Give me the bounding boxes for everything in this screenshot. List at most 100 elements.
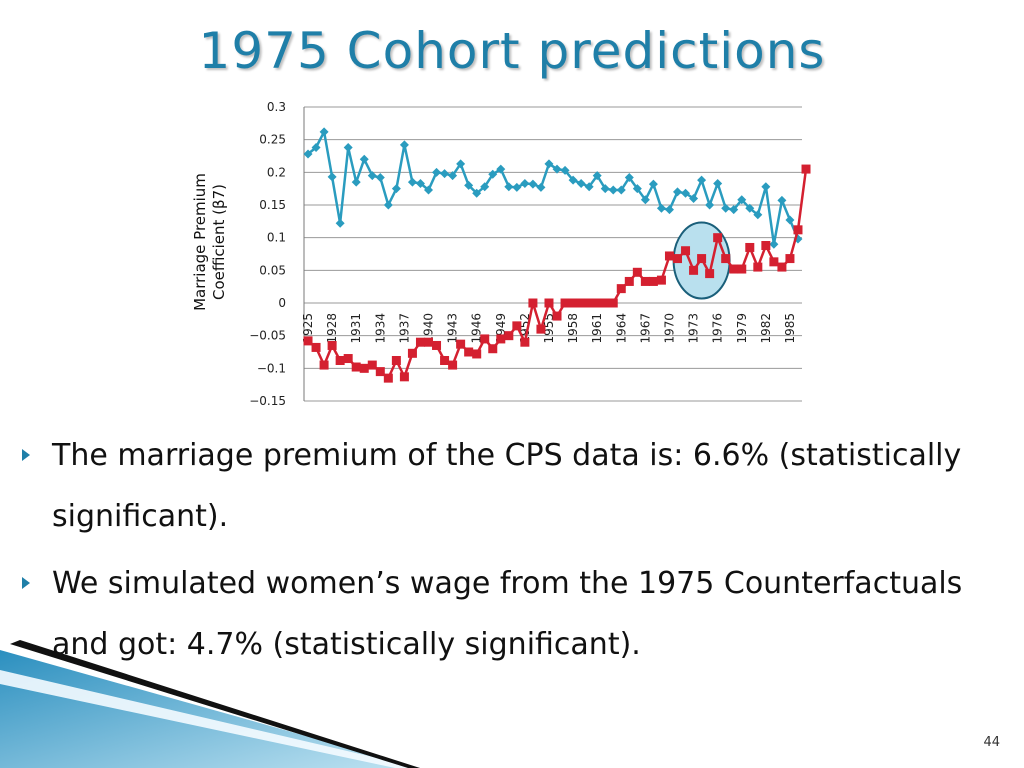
- data-point-cps: [560, 165, 570, 175]
- data-point-cps: [415, 178, 425, 188]
- data-point-cps: [544, 159, 554, 169]
- data-point-simulation: [536, 324, 546, 334]
- data-point-simulation: [560, 298, 570, 308]
- data-point-simulation: [544, 298, 554, 308]
- data-point-simulation: [399, 372, 409, 382]
- x-tick-label: 1970: [662, 313, 676, 344]
- data-point-simulation: [335, 355, 345, 365]
- data-point-cps: [335, 218, 345, 228]
- data-point-simulation: [753, 262, 763, 272]
- y-tick-label: −0.05: [249, 329, 286, 343]
- data-point-cps: [456, 159, 466, 169]
- data-point-simulation: [520, 337, 530, 347]
- y-tick-label: 0.25: [259, 133, 286, 147]
- data-point-simulation: [480, 334, 490, 344]
- data-point-cps: [753, 210, 763, 220]
- data-point-cps: [375, 173, 385, 183]
- data-point-simulation: [464, 347, 474, 357]
- data-point-cps: [424, 185, 433, 195]
- data-point-cps: [496, 164, 506, 174]
- data-point-cps: [689, 193, 699, 203]
- data-point-simulation: [769, 257, 779, 267]
- data-point-simulation: [640, 276, 650, 286]
- data-point-simulation: [648, 276, 658, 286]
- page-number: 44: [983, 735, 1000, 750]
- data-point-simulation: [664, 251, 674, 261]
- data-point-simulation: [624, 276, 634, 286]
- data-point-simulation: [424, 337, 433, 347]
- data-point-cps: [673, 187, 682, 197]
- y-tick-label: 0.05: [259, 263, 286, 277]
- y-tick-label: 0.2: [267, 165, 286, 179]
- data-point-cps: [705, 200, 715, 210]
- x-tick-label: 1979: [735, 313, 749, 344]
- y-tick-label: −0.1: [257, 361, 286, 375]
- data-point-cps: [319, 127, 329, 137]
- data-point-cps: [721, 203, 731, 213]
- data-point-simulation: [496, 334, 506, 344]
- data-point-cps: [632, 184, 642, 194]
- x-tick-label: 1982: [759, 313, 773, 344]
- data-point-simulation: [327, 340, 337, 350]
- data-point-cps: [648, 179, 658, 189]
- data-point-simulation: [592, 298, 602, 308]
- y-tick-label: 0.1: [267, 231, 286, 245]
- data-point-simulation: [504, 331, 514, 341]
- data-point-simulation: [761, 241, 771, 251]
- series-line-simulation: [307, 168, 808, 380]
- data-point-simulation: [785, 254, 795, 264]
- x-tick-label: 1937: [397, 313, 411, 344]
- x-tick-label: 1925: [301, 313, 315, 344]
- data-point-cps: [327, 172, 337, 182]
- data-point-cps: [697, 175, 707, 185]
- data-point-simulation: [343, 354, 353, 364]
- y-axis-ticks: 0.3 0.25 0.2 0.15 0.1 0.05 0 −0.05 −0.1 −0.15: [249, 100, 286, 408]
- data-point-cps: [520, 178, 530, 188]
- x-tick-label: 1940: [422, 313, 436, 344]
- data-point-cps: [528, 179, 538, 189]
- data-point-cps: [383, 200, 393, 210]
- data-point-cps: [568, 175, 578, 185]
- data-point-simulation: [359, 363, 369, 373]
- data-point-simulation: [681, 246, 691, 256]
- x-tick-label: 1943: [446, 313, 460, 344]
- data-point-cps: [367, 171, 377, 181]
- bullet-text: The marriage premium of the CPS data is:…: [52, 438, 962, 534]
- data-point-cps: [343, 143, 353, 153]
- data-point-cps: [584, 182, 594, 192]
- data-point-cps: [785, 215, 795, 225]
- data-point-simulation: [552, 311, 562, 321]
- data-point-cps: [303, 149, 313, 159]
- data-point-simulation: [777, 262, 787, 272]
- data-point-cps: [600, 184, 610, 194]
- data-point-cps: [311, 143, 321, 153]
- data-point-cps: [552, 164, 562, 174]
- data-point-simulation: [351, 362, 361, 372]
- data-point-cps: [769, 239, 779, 249]
- series-layer: [303, 127, 811, 383]
- bullet-arrow-icon: [22, 449, 30, 461]
- data-point-simulation: [512, 321, 522, 331]
- data-point-simulation: [737, 264, 747, 274]
- data-point-simulation: [488, 344, 498, 354]
- data-point-simulation: [303, 336, 313, 346]
- data-point-cps: [448, 171, 458, 181]
- data-point-simulation: [689, 265, 699, 275]
- slide-title: 1975 Cohort predictions: [198, 22, 826, 80]
- data-point-cps: [576, 178, 586, 188]
- data-point-simulation: [713, 233, 723, 243]
- y-tick-label: −0.15: [249, 394, 286, 408]
- x-tick-label: 1967: [638, 313, 652, 344]
- data-point-cps: [729, 205, 739, 215]
- bullet-text: We simulated women’s wage from the 1975 …: [52, 566, 963, 662]
- data-point-simulation: [432, 340, 442, 350]
- data-point-cps: [432, 167, 442, 177]
- x-tick-label: 1985: [783, 313, 797, 344]
- grid-lines: [303, 106, 802, 402]
- data-point-cps: [624, 173, 634, 183]
- data-point-simulation: [407, 348, 417, 358]
- data-point-simulation: [584, 298, 594, 308]
- data-point-cps: [656, 203, 666, 213]
- data-point-simulation: [367, 360, 377, 370]
- y-tick-label: 0.15: [259, 198, 286, 212]
